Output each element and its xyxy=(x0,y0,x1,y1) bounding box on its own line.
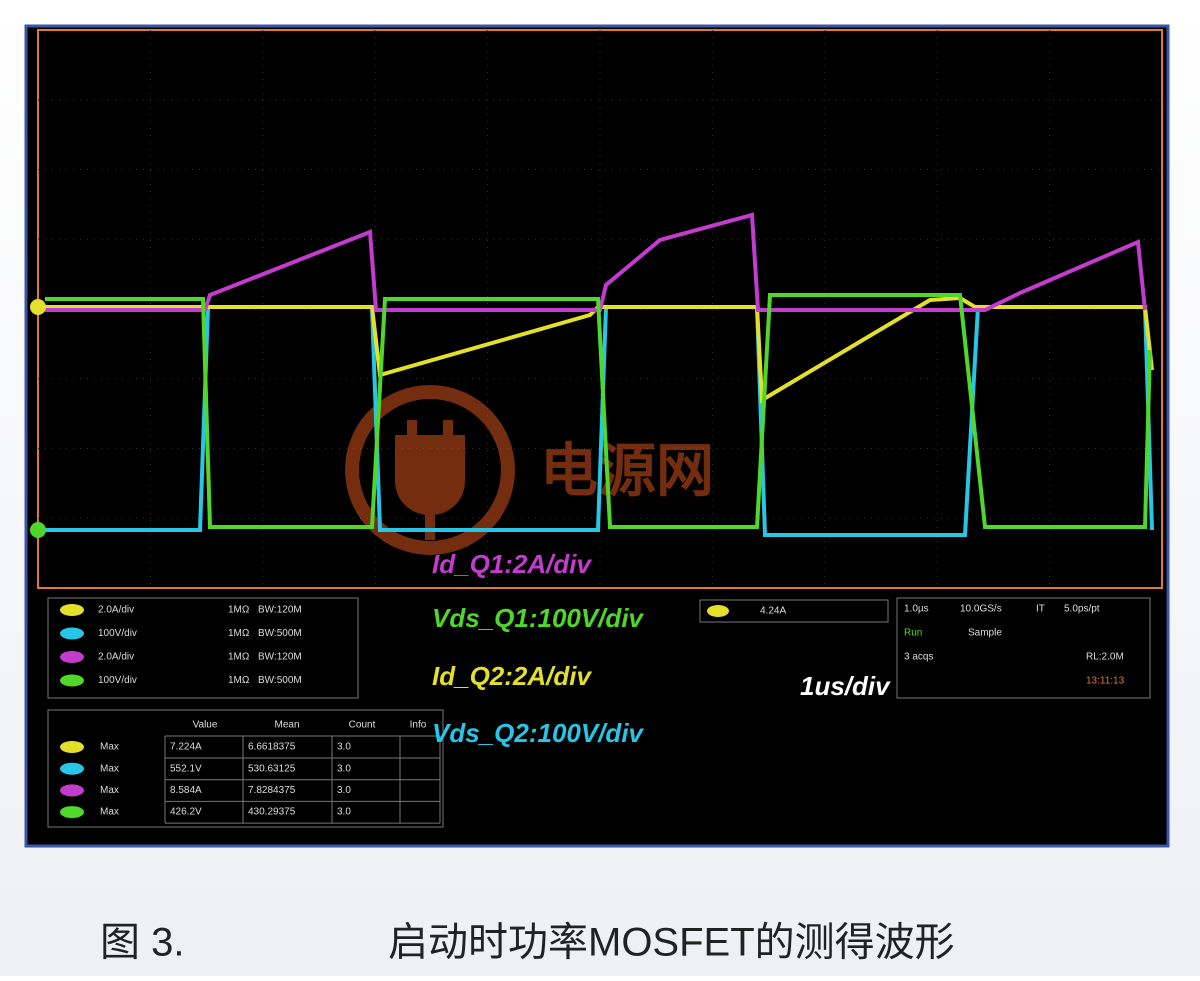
caption-title: 启动时功率MOSFET的测得波形 xyxy=(388,921,955,965)
table-cell: 6.6618375 xyxy=(248,742,296,753)
table-cell: 426.2V xyxy=(170,807,202,818)
row-badge xyxy=(60,762,84,775)
marker-ch4 xyxy=(30,522,46,538)
channel-scale: 100V/div xyxy=(98,628,137,639)
annotation-id-q1: Id_Q1:2A/div xyxy=(432,549,592,579)
trigger-panel xyxy=(699,599,889,623)
acq-count: 3 acqs xyxy=(904,652,933,663)
watermark-plug xyxy=(395,420,465,540)
table-cell: 3.0 xyxy=(337,785,351,796)
annotation-id-q2: Id_Q2:2A/div xyxy=(432,661,592,691)
channel-badge xyxy=(60,627,84,640)
timebase-scale: 1.0µs xyxy=(904,604,929,615)
row-badge xyxy=(60,784,84,797)
sample-rate: 10.0GS/s xyxy=(960,604,1002,615)
table-cell: 530.63125 xyxy=(248,763,296,774)
channel-impedance: 1MΩ xyxy=(228,605,250,616)
trigger-badge xyxy=(707,605,729,617)
table-cell: 552.1V xyxy=(170,763,202,774)
watermark-ring xyxy=(345,385,515,555)
channel-rows: 2.0A/div 1MΩ BW:120M 100V/div 1MΩ BW:500M 2.0A… xyxy=(60,604,302,687)
table-header: Count xyxy=(349,720,376,731)
table-cell: 3.0 xyxy=(337,742,351,753)
mode: IT xyxy=(1036,604,1045,615)
row-badge xyxy=(60,806,84,819)
channel-impedance: 1MΩ xyxy=(228,652,250,663)
resolution: 5.0ps/pt xyxy=(1064,604,1100,615)
marker-ch1 xyxy=(30,299,46,315)
channel-bandwidth: BW:120M xyxy=(258,605,302,616)
measurement-table: Value Mean Count Info Max 7.224A 6.6618375 3.0 M… xyxy=(60,720,441,824)
table-cell: Max xyxy=(100,763,119,774)
clock: 13:11:13 xyxy=(1086,676,1125,687)
channel-badge xyxy=(60,604,84,616)
trace-vds-q1 xyxy=(45,293,1152,529)
table-header: Info xyxy=(410,720,427,731)
run-state: Run xyxy=(904,628,922,639)
table-header: Value xyxy=(193,720,218,731)
traces xyxy=(45,212,1154,537)
channel-bandwidth: BW:120M xyxy=(258,652,302,663)
timebase-panel xyxy=(896,597,1151,699)
channel-badge xyxy=(60,674,84,687)
channel-panel xyxy=(47,597,359,699)
acquisition-mode: Sample xyxy=(968,628,1002,639)
table-header: Mean xyxy=(274,720,299,731)
channel-scale: 2.0A/div xyxy=(98,652,134,663)
record-length: RL:2.0M xyxy=(1086,652,1124,663)
table-cell: Max xyxy=(100,807,119,818)
annotation-vds-q2: Vds_Q2:100V/div xyxy=(432,718,645,748)
table-cell: 3.0 xyxy=(337,763,351,774)
table-cell: Max xyxy=(100,742,119,753)
table-cell: 8.584A xyxy=(170,785,202,796)
row-badge xyxy=(60,741,84,753)
channel-bandwidth: BW:500M xyxy=(258,628,302,639)
channel-badge xyxy=(60,651,84,663)
trace-id-q2 xyxy=(45,295,1154,404)
table-cell: 7.8284375 xyxy=(248,785,296,796)
trigger-level: 4.24A xyxy=(760,606,786,617)
trace-id-q1 xyxy=(45,212,1147,312)
watermark-text: 电源网 xyxy=(540,438,714,503)
watermark: 电源网 xyxy=(345,385,714,555)
annotation-vds-q1: Vds_Q1:100V/div xyxy=(432,603,645,633)
annotation-time: 1us/div xyxy=(800,671,891,701)
table-cell: Max xyxy=(100,785,119,796)
table-cell: 3.0 xyxy=(337,807,351,818)
channel-impedance: 1MΩ xyxy=(228,628,250,639)
channel-bandwidth: BW:500M xyxy=(258,675,302,686)
channel-impedance: 1MΩ xyxy=(228,675,250,686)
channel-scale: 2.0A/div xyxy=(98,605,134,616)
table-cell: 7.224A xyxy=(170,742,202,753)
measurement-panel xyxy=(47,709,444,828)
caption-figure: 图 3. xyxy=(100,921,184,965)
channel-scale: 100V/div xyxy=(98,675,137,686)
table-cell: 430.29375 xyxy=(248,807,296,818)
